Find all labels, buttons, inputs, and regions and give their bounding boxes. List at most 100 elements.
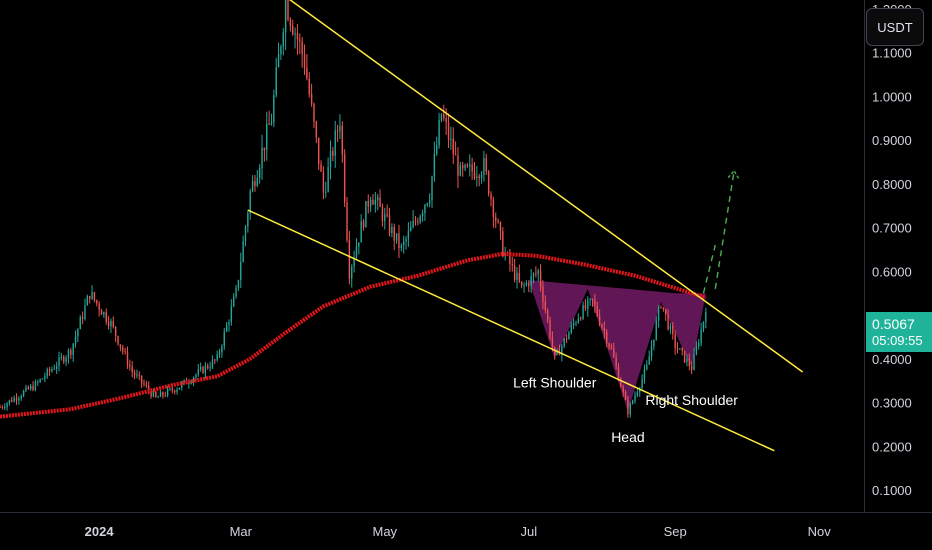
candle xyxy=(275,57,277,98)
candle xyxy=(93,291,96,303)
candle-body xyxy=(114,326,117,337)
candle-body xyxy=(405,238,407,242)
x-tick-label: May xyxy=(373,524,398,539)
candle-body xyxy=(355,246,358,258)
candle-body xyxy=(376,197,379,201)
candle xyxy=(273,89,275,128)
candle-body xyxy=(55,366,58,369)
candle-body xyxy=(214,359,216,361)
candle-body xyxy=(436,145,438,154)
candle xyxy=(546,308,549,324)
candle xyxy=(197,364,200,377)
candle xyxy=(438,112,440,149)
annotation-label: Right Shoulder xyxy=(645,392,738,408)
candle xyxy=(549,316,551,341)
candle-body xyxy=(636,392,639,396)
candle-body xyxy=(46,369,48,377)
candle-body xyxy=(613,348,615,358)
candle-body xyxy=(664,309,667,315)
candle xyxy=(520,281,523,289)
projection-arrowhead xyxy=(727,169,740,181)
candle-body xyxy=(91,292,93,299)
candle-body xyxy=(103,312,105,315)
candle xyxy=(459,161,462,177)
candle-body xyxy=(353,257,355,267)
candle xyxy=(613,342,615,358)
candle xyxy=(65,355,67,367)
moving-average-line xyxy=(0,251,707,419)
candle-body xyxy=(112,321,115,327)
candle xyxy=(575,320,577,327)
candle-body xyxy=(96,300,98,304)
candle-body xyxy=(523,285,525,287)
candle-body xyxy=(502,231,504,257)
candle xyxy=(634,391,636,404)
candle xyxy=(473,161,476,181)
trendline-lower[interactable] xyxy=(247,209,775,452)
candle-body xyxy=(204,365,207,374)
currency-button[interactable]: USDT xyxy=(866,8,924,46)
candle xyxy=(700,322,702,347)
candle-body xyxy=(443,114,445,119)
candle xyxy=(374,191,377,213)
candle-body xyxy=(535,273,537,275)
candle xyxy=(164,391,166,398)
candle xyxy=(268,110,270,126)
candle-body xyxy=(419,216,421,223)
candle xyxy=(77,328,79,343)
candle-body xyxy=(74,336,77,344)
candle xyxy=(70,347,72,359)
candle xyxy=(81,311,84,325)
candle xyxy=(112,316,115,329)
candle-body xyxy=(471,164,473,172)
candle-body xyxy=(72,343,74,356)
candle-body xyxy=(624,391,627,400)
candle-body xyxy=(539,270,542,287)
pattern-annotations: Left Shoulder Head Right Shoulder xyxy=(513,374,738,445)
candle xyxy=(568,330,570,340)
candle-body xyxy=(129,364,131,367)
plot-area[interactable] xyxy=(0,0,864,512)
candle xyxy=(629,401,632,418)
candle xyxy=(414,215,417,226)
y-tick-label: 0.6000 xyxy=(872,264,912,279)
candle-body xyxy=(150,390,152,397)
candle-body xyxy=(178,387,181,390)
candle xyxy=(636,388,639,398)
candle-body xyxy=(0,406,1,408)
candle xyxy=(192,376,195,387)
candle xyxy=(608,342,610,350)
y-axis[interactable]: 0.1000 0.2000 0.3000 0.4000 0.6000 0.7000 0.80… xyxy=(872,2,912,498)
candle-body xyxy=(532,273,535,276)
candle-body xyxy=(254,181,256,187)
candle xyxy=(98,301,100,317)
candle-body xyxy=(207,365,209,368)
candle xyxy=(690,361,693,375)
candle xyxy=(263,147,266,162)
candle xyxy=(686,354,688,367)
candle xyxy=(528,280,530,293)
candle-body xyxy=(294,33,296,35)
candle-body xyxy=(202,367,204,374)
trendline-group[interactable] xyxy=(236,0,804,452)
candle xyxy=(346,197,348,243)
candle-body xyxy=(669,325,672,330)
candle xyxy=(67,348,70,364)
candle xyxy=(353,250,355,273)
candle-body xyxy=(487,171,490,195)
trendline-upper[interactable] xyxy=(236,0,804,373)
candle xyxy=(341,121,344,163)
x-axis[interactable]: 2024 Mar May Jul Sep Nov xyxy=(85,524,832,539)
candle xyxy=(301,37,303,68)
x-tick-label: Mar xyxy=(230,524,253,539)
candle xyxy=(280,44,282,60)
candle-body xyxy=(327,167,329,192)
candle xyxy=(282,27,284,56)
candle-body xyxy=(22,391,25,397)
candle xyxy=(310,83,313,107)
candle-body xyxy=(223,331,225,347)
candle xyxy=(308,72,310,98)
candle xyxy=(325,181,327,198)
candle-body xyxy=(277,54,280,68)
